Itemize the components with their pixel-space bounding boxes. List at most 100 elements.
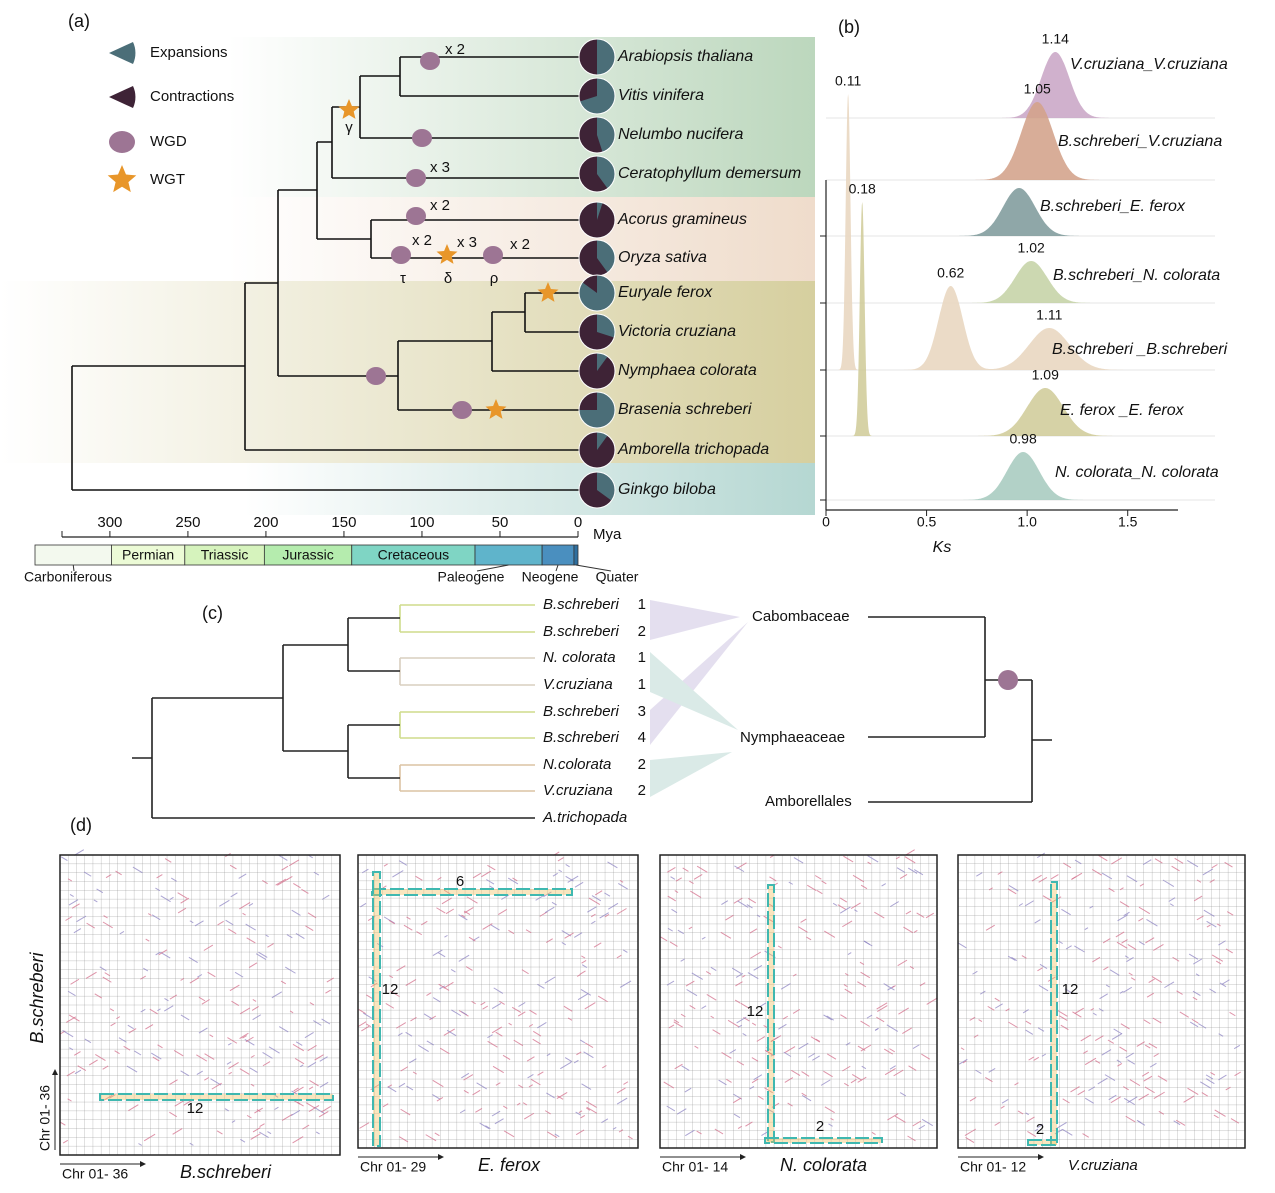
synteny-dot: [123, 1045, 131, 1051]
synteny-dot: [660, 936, 668, 942]
synteny-dot: [768, 903, 774, 908]
synteny-dot: [801, 1071, 806, 1075]
synteny-dot: [1136, 1041, 1145, 1047]
synteny-dot: [1008, 1021, 1018, 1028]
taxon-name: Ginkgo biloba: [618, 481, 716, 498]
synteny-dot: [242, 1035, 247, 1039]
synteny-dot: [305, 925, 314, 931]
synteny-dot: [889, 1065, 896, 1070]
synteny-dot: [1209, 879, 1215, 883]
ribbon: [650, 752, 732, 797]
synteny-dot: [1034, 919, 1041, 924]
synteny-dot: [676, 1108, 687, 1115]
synteny-dot: [547, 1131, 558, 1139]
synteny-dot: [808, 1053, 816, 1058]
synteny-dot: [1084, 1097, 1094, 1104]
synteny-dot: [1064, 988, 1074, 995]
synteny-dot: [581, 960, 587, 964]
synteny-dot: [309, 1080, 319, 1087]
synteny-dot: [1210, 1071, 1216, 1076]
synteny-dot: [523, 1112, 535, 1120]
synteny-dot: [313, 871, 320, 876]
synteny-dot: [1202, 868, 1214, 876]
synteny-dot: [189, 1142, 194, 1146]
synteny-dot: [73, 928, 82, 934]
taxon-name: Oryza sativa: [618, 249, 707, 266]
synteny-dot: [837, 904, 847, 910]
synteny-dot: [307, 1061, 317, 1068]
synteny-dot: [958, 1058, 968, 1065]
synteny-dot: [196, 1070, 203, 1076]
time-tick-label: 300: [97, 514, 122, 531]
synteny-dot: [1008, 884, 1019, 892]
synteny-dot: [194, 920, 204, 927]
synteny-dot: [689, 1005, 696, 1010]
synteny-dot: [1127, 944, 1137, 950]
period: [573, 544, 579, 566]
synteny-dot: [1144, 1044, 1151, 1049]
synteny-dot: [66, 1070, 75, 1077]
leaf-copy: 1: [638, 596, 646, 613]
synteny-dot: [1077, 1090, 1086, 1096]
synteny-dot: [1189, 1021, 1199, 1028]
synteny-dot: [973, 1034, 979, 1038]
synteny-dot: [295, 1041, 303, 1046]
synteny-dot: [198, 1027, 208, 1034]
synteny-dot: [1205, 1078, 1215, 1085]
synteny-dot: [577, 993, 589, 1001]
synteny-dot: [196, 1054, 208, 1062]
synteny-dot: [482, 923, 493, 930]
taxon-name: Ceratophyllum demersum: [618, 165, 801, 182]
synteny-dot: [359, 902, 367, 908]
synteny-dot: [895, 856, 900, 860]
leaf-name: B.schreberi: [543, 596, 620, 613]
synteny-dot: [169, 896, 174, 900]
synteny-dot: [674, 1063, 683, 1070]
leaf-copy: 2: [638, 623, 646, 640]
synteny-dot: [432, 1094, 441, 1100]
synteny-block: [767, 884, 775, 1143]
synteny-dot: [174, 1100, 185, 1107]
synteny-dot: [913, 929, 918, 933]
plot-frame: [957, 854, 1246, 1149]
pie-outline: [578, 155, 616, 193]
synteny-dot: [560, 1061, 572, 1070]
synteny-dot: [471, 1000, 476, 1005]
synteny-dot: [1074, 945, 1085, 953]
synteny-dot: [1005, 1008, 1010, 1012]
dot-plot: [357, 851, 638, 1148]
synteny-dot: [684, 1087, 692, 1093]
x-label: N. colorata: [780, 1155, 867, 1175]
synteny-dot: [701, 936, 706, 940]
synteny-dot: [242, 912, 246, 916]
synteny-dot: [385, 1002, 395, 1009]
synteny-dot: [239, 1032, 249, 1039]
synteny-dot: [591, 920, 596, 925]
synteny-dot: [1128, 972, 1133, 976]
synteny-dot: [742, 1033, 747, 1037]
synteny-dot: [1026, 1116, 1035, 1123]
synteny-dot: [67, 1098, 72, 1102]
synteny-dot: [219, 899, 230, 907]
synteny-dot: [73, 1051, 81, 1056]
synteny-dot: [1018, 903, 1024, 907]
synteny-dot: [674, 890, 679, 893]
x-range: Chr 01- 14: [662, 1159, 728, 1175]
synteny-dot: [1153, 1091, 1165, 1100]
synteny-dot: [432, 949, 443, 957]
synteny-dot: [143, 1133, 156, 1142]
synteny-dot: [267, 1131, 272, 1135]
synteny-dot: [228, 1071, 232, 1075]
synteny-dot: [1022, 1009, 1029, 1014]
synteny-dot: [616, 908, 627, 915]
synteny-dot: [254, 1107, 264, 1114]
synteny-dot: [86, 922, 95, 929]
synteny-dot: [842, 920, 853, 928]
taxon-name: Nelumbo nucifera: [618, 126, 744, 143]
synteny-dot: [128, 1028, 137, 1034]
synteny-dot: [734, 999, 741, 1004]
synteny-dot: [740, 1002, 750, 1009]
x-tick-label: 0: [822, 514, 830, 530]
synteny-dot: [801, 1092, 807, 1097]
synteny-dot: [319, 1056, 328, 1062]
